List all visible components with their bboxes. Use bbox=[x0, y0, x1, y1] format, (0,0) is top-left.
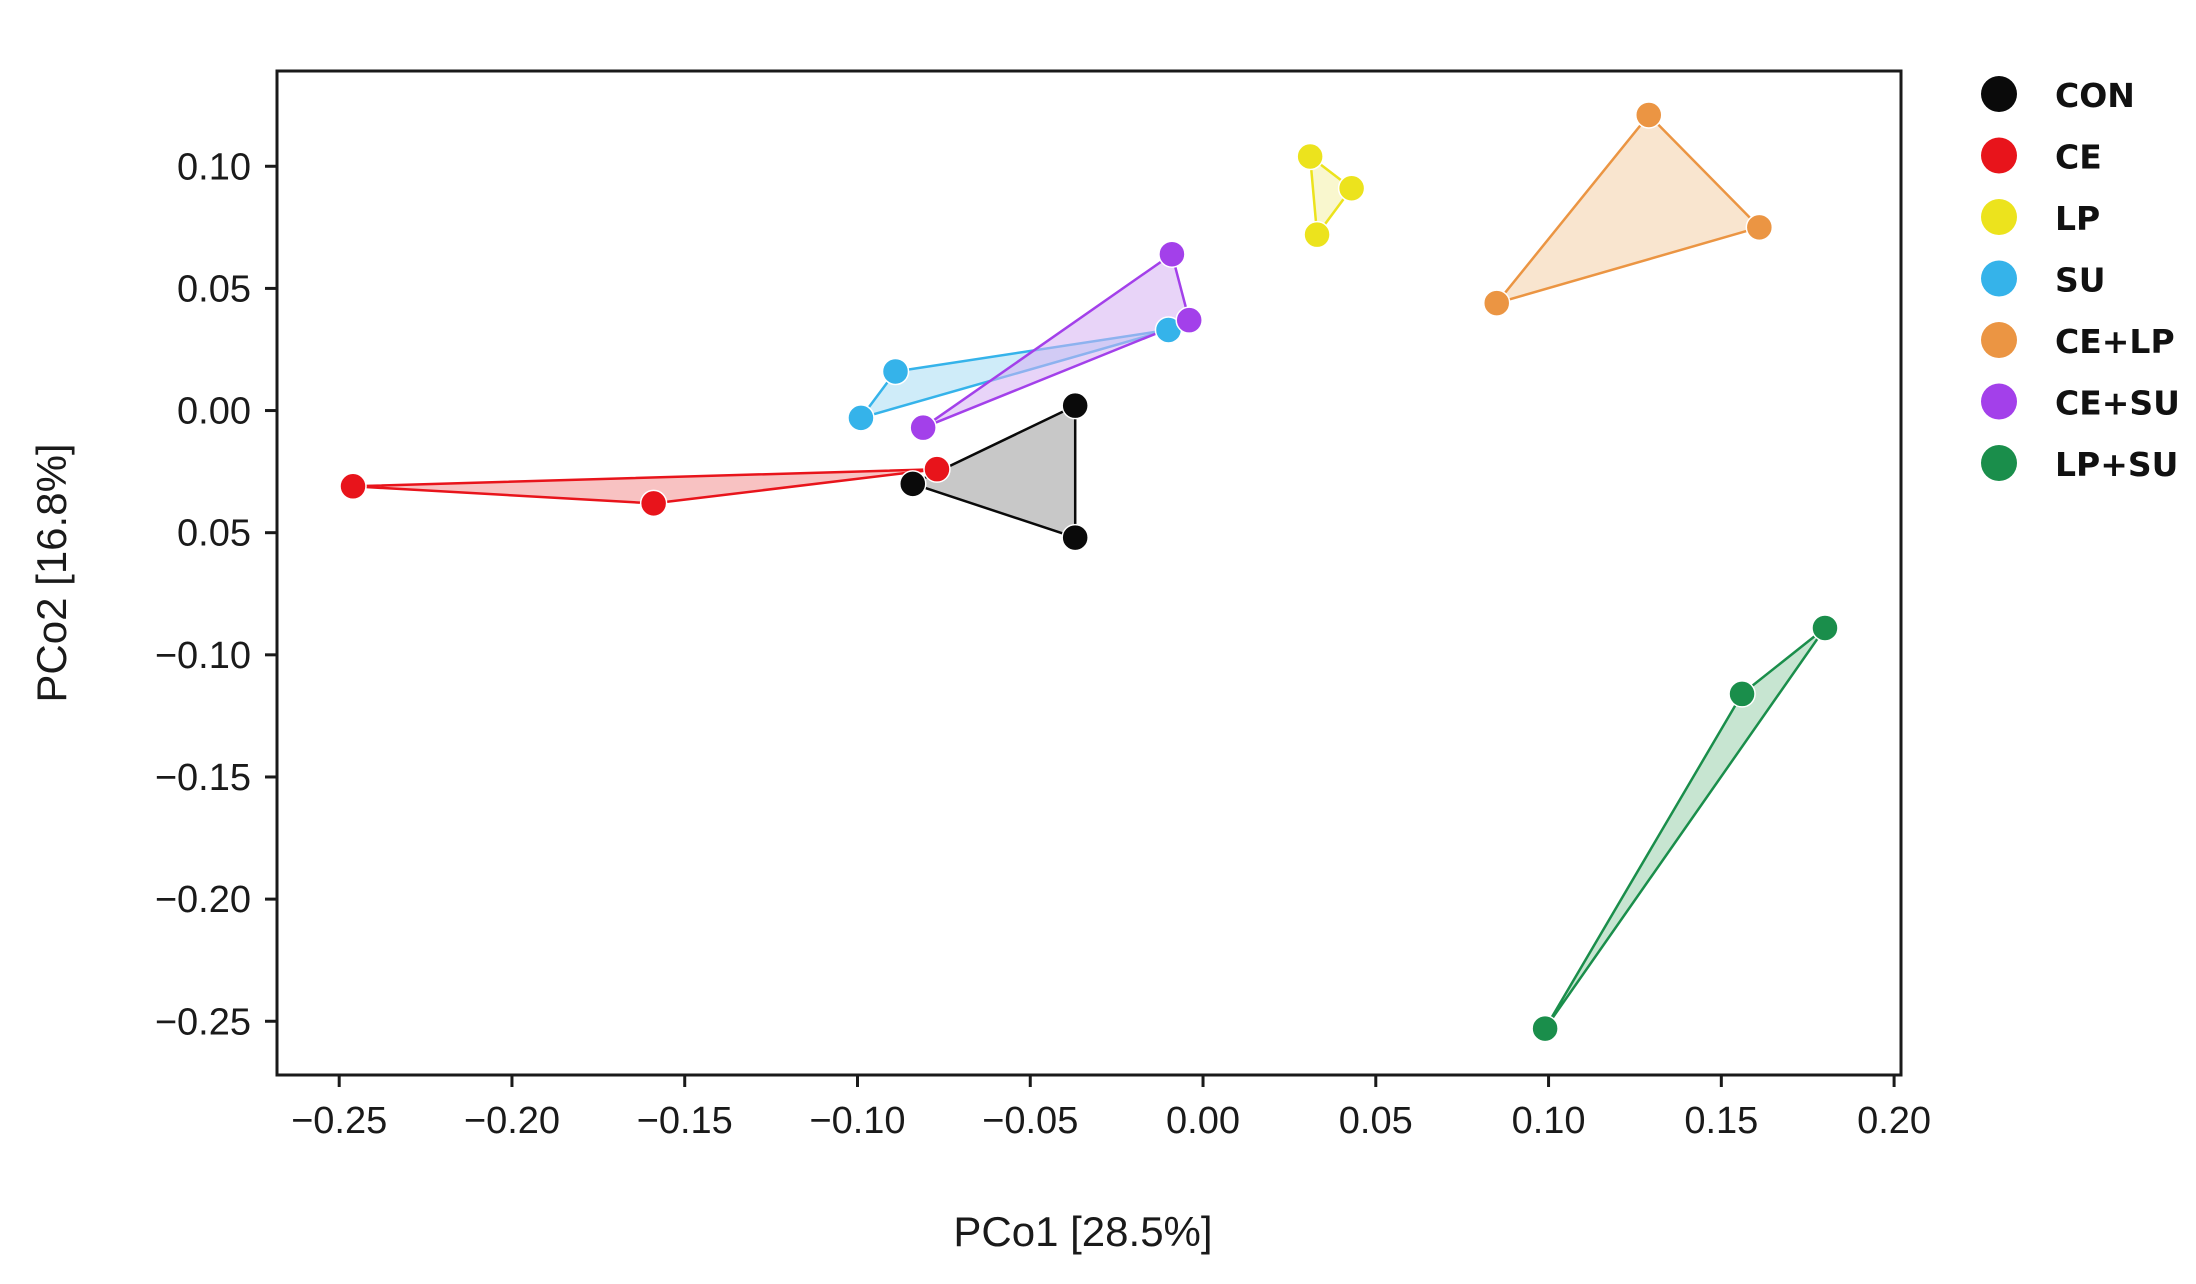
legend-item: LP+SU bbox=[1981, 445, 2178, 484]
point-lp-su bbox=[1811, 614, 1839, 642]
y-tick-label: −0.20 bbox=[155, 879, 251, 921]
x-tick-label: 0.20 bbox=[1857, 1100, 1931, 1142]
legend-label: CON bbox=[2055, 76, 2135, 115]
legend-label: CE+SU bbox=[2055, 384, 2180, 423]
x-tick-label: 0.10 bbox=[1512, 1100, 1586, 1142]
legend-item: CE+LP bbox=[1981, 322, 2175, 361]
point-lp bbox=[1337, 174, 1366, 203]
legend-marker bbox=[1981, 445, 2017, 481]
legend-marker bbox=[1981, 383, 2017, 420]
x-tick-label: 0.00 bbox=[1166, 1100, 1240, 1142]
legend: CON CE LP SU CE+LP CE+SU LP+SU bbox=[1981, 76, 2180, 484]
point-ce-su bbox=[1158, 240, 1186, 268]
legend-item: CE+SU bbox=[1981, 383, 2180, 423]
x-axis-title: PCo1 [28.5%] bbox=[953, 1208, 1212, 1255]
point-con bbox=[1061, 391, 1089, 420]
x-tick-label: −0.25 bbox=[291, 1100, 387, 1142]
point-ce-lp bbox=[1482, 289, 1511, 317]
y-axis-title: PCo2 [16.8%] bbox=[28, 443, 75, 702]
x-tick-label: −0.20 bbox=[464, 1100, 560, 1142]
legend-label: SU bbox=[2055, 261, 2106, 300]
x-tick-label: −0.05 bbox=[982, 1100, 1078, 1142]
hull-lp bbox=[1308, 155, 1353, 236]
point-ce bbox=[339, 472, 367, 501]
legend-item: SU bbox=[1981, 260, 2106, 300]
hull-ce-lp bbox=[1495, 113, 1761, 305]
x-tick-label: 0.15 bbox=[1684, 1100, 1758, 1142]
point-lp bbox=[1296, 142, 1324, 171]
point-ce-su bbox=[1175, 306, 1203, 334]
point-ce-lp bbox=[1745, 213, 1774, 242]
y-tick-label: −0.15 bbox=[155, 757, 251, 799]
point-ce-lp bbox=[1635, 101, 1663, 129]
y-tick-label: 0.00 bbox=[177, 391, 251, 433]
y-axis: 0.10 0.05 0.00 0.05 −0.10 −0.15 −0.20 −0.25 bbox=[155, 146, 277, 1043]
y-tick-label: 0.05 bbox=[177, 268, 251, 310]
legend-label: LP bbox=[2055, 199, 2100, 238]
x-tick-label: 0.05 bbox=[1339, 1100, 1413, 1142]
legend-marker bbox=[1981, 76, 2017, 112]
hull-ce-su bbox=[921, 252, 1191, 429]
point-ce-su bbox=[909, 413, 937, 442]
point-lp-su bbox=[1531, 1014, 1559, 1043]
legend-marker bbox=[1981, 137, 2017, 174]
hull-ce bbox=[351, 467, 939, 505]
point-su bbox=[881, 357, 910, 386]
point-con bbox=[1061, 523, 1089, 552]
legend-item: LP bbox=[1981, 199, 2100, 238]
point-con bbox=[899, 470, 927, 498]
legend-label: CE bbox=[2055, 138, 2102, 177]
legend-marker bbox=[1981, 199, 2017, 235]
legend-item: CON bbox=[1981, 76, 2135, 115]
y-tick-label: 0.05 bbox=[177, 513, 251, 555]
group-hulls bbox=[351, 113, 1827, 1030]
x-tick-label: −0.10 bbox=[809, 1100, 905, 1142]
point-ce bbox=[639, 489, 668, 518]
legend-label: LP+SU bbox=[2055, 445, 2178, 484]
plot-frame bbox=[275, 69, 1903, 1077]
x-tick-label: −0.15 bbox=[637, 1100, 733, 1142]
hull-con bbox=[911, 404, 1077, 539]
x-axis: −0.25 −0.20 −0.15 −0.10 −0.05 0.00 0.05 0.10 0.1… bbox=[291, 1075, 1931, 1142]
legend-label: CE+LP bbox=[2055, 322, 2175, 361]
y-tick-label: −0.10 bbox=[155, 635, 251, 677]
point-ce bbox=[923, 455, 951, 483]
legend-marker bbox=[1981, 260, 2017, 297]
y-tick-label: −0.25 bbox=[155, 1001, 251, 1043]
hull-lp-su bbox=[1543, 626, 1827, 1030]
y-tick-label: 0.10 bbox=[177, 146, 251, 188]
data-points bbox=[339, 101, 1839, 1043]
point-lp bbox=[1303, 220, 1331, 249]
point-lp-su bbox=[1728, 680, 1756, 708]
legend-marker bbox=[1981, 322, 2017, 358]
legend-item: CE bbox=[1981, 137, 2102, 177]
point-su bbox=[847, 404, 875, 432]
